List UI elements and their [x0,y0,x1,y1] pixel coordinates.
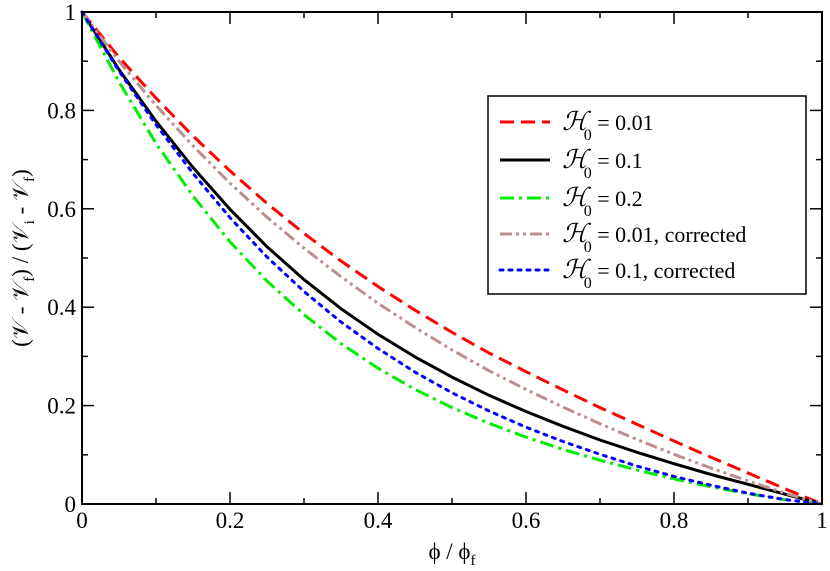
y-tick-label: 0.2 [47,394,76,419]
legend-value: = 0.1, corrected [592,258,736,283]
x-tick-label: 1 [816,508,828,533]
legend-subscript: 0 [584,165,592,182]
y-axis-label-part: i [22,220,38,224]
series-line-h0-0.1 [80,11,823,506]
y-axis-label: (𝒱 - 𝒱f) / (𝒱i - 𝒱f) [8,169,38,347]
legend-label-h0-0.2: ℋ0 = 0.2 [562,183,643,220]
legend-value: = 0.01, corrected [592,222,747,247]
legend-subscript: 0 [584,203,592,220]
series-layer [80,10,824,506]
legend-subscript: 0 [584,275,592,292]
legend-hubble-symbol: ℋ [562,107,592,136]
y-axis-label-part: (𝒱 - 𝒱 [8,278,33,347]
legend-box [487,95,807,295]
x-tick-label: 0.6 [512,508,541,533]
x-tick-label: 0.2 [216,508,245,533]
legend-value: = 0.2 [592,186,643,211]
y-axis-label-part: f [22,177,38,182]
x-tick-label: 0 [76,508,88,533]
legend-hubble-symbol: ℋ [562,145,592,174]
legend-value: = 0.1 [592,148,643,173]
legend-subscript: 0 [584,239,592,256]
series-line-h0-0.1-corrected [80,10,824,506]
legend-label-h0-0.01: ℋ0 = 0.01 [562,107,654,144]
y-tick-label: 0.8 [47,98,76,123]
y-tick-label: 1 [65,0,77,25]
series-line-h0-0.01-corrected [80,11,823,506]
y-axis-label-part: ) [8,169,33,177]
y-tick-label: 0 [65,492,77,517]
legend-label-h0-0.01-corrected: ℋ0 = 0.01, corrected [562,219,746,256]
y-tick-label: 0.4 [47,295,76,320]
y-tick-label: 0.6 [47,197,76,222]
x-tick-label: 0.4 [364,508,393,533]
legend-hubble-symbol: ℋ [562,255,592,284]
ticks-layer: 0 0.2 0.4 0.6 0.8 1 0 0.2 0.4 0.6 0.8 1 [47,0,828,533]
y-axis-label-part: ) / (𝒱 [8,220,33,276]
series-line-h0-0.2 [80,11,823,506]
legend-label-h0-0.1-corrected: ℋ0 = 0.1, corrected [562,255,735,292]
y-axis-label-part: - 𝒱 [8,178,33,220]
legend-label-h0-0.1: ℋ0 = 0.1 [562,145,643,182]
y-axis-label-part: f [22,277,38,282]
legend-subscript: 0 [584,127,592,144]
x-tick-label: 0.8 [660,508,689,533]
legend-hubble-symbol: ℋ [562,219,592,248]
x-axis-label: ϕ / ϕf [428,539,475,569]
legend-value: = 0.01 [592,110,654,135]
series-line-h0-0.01 [80,11,823,506]
legend-hubble-symbol: ℋ [562,183,592,212]
